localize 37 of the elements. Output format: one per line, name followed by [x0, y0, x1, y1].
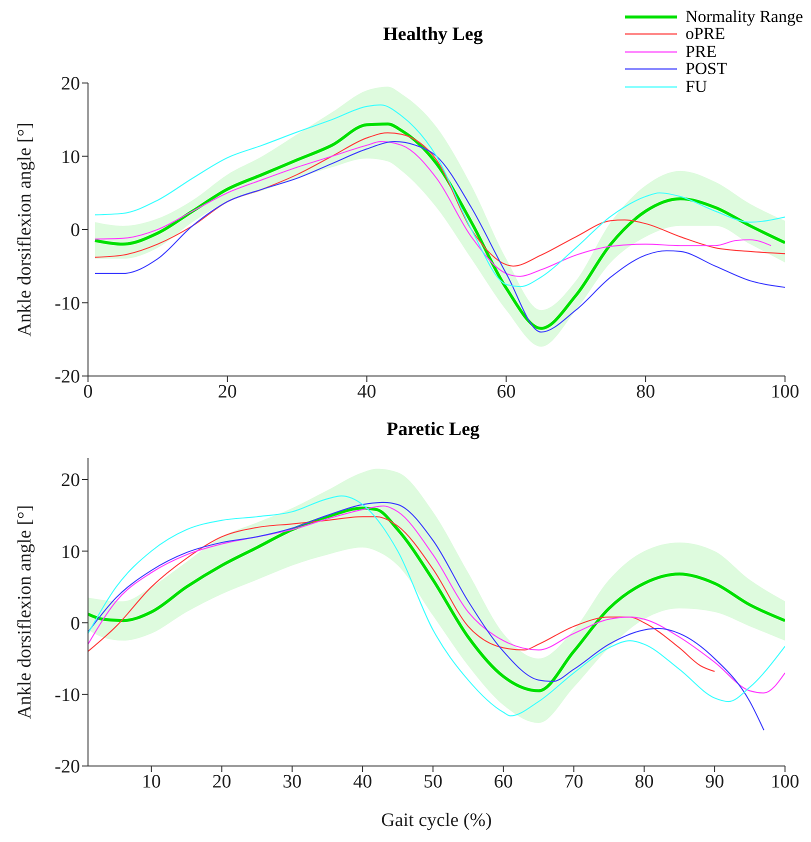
x-tick-label: 80 [634, 771, 654, 792]
legend-label: POST [685, 59, 728, 80]
x-tick-label: 20 [218, 381, 237, 402]
x-tick-label: 40 [353, 771, 372, 792]
y-tick-label: -20 [54, 756, 80, 778]
line-series [88, 516, 716, 672]
chart-title: Paretic Leg [385, 419, 481, 441]
y-tick-label: 10 [61, 542, 80, 563]
x-tick-label: 30 [282, 771, 302, 792]
y-tick-label: -20 [54, 366, 80, 388]
y-axis-title: Ankle dorsiflexion angle [°] [14, 505, 36, 719]
x-tick-label: 100 [770, 771, 800, 792]
legend-label: PRE [685, 42, 717, 62]
y-tick-label: 20 [61, 74, 80, 95]
x-tick-label: 10 [142, 771, 161, 792]
x-tick-label: 60 [494, 771, 513, 792]
legend-label: oPRE [685, 24, 726, 44]
x-axis-title: Gait cycle (%) [381, 810, 492, 831]
y-tick-label: 0 [70, 613, 80, 634]
legend-label: Normality Range [685, 6, 803, 27]
x-tick-label: 60 [496, 381, 516, 402]
x-tick-label: 50 [423, 771, 442, 792]
x-tick-label: 20 [212, 771, 232, 792]
chart-title: Healthy Leg [383, 24, 483, 45]
y-tick-label: 20 [61, 470, 80, 492]
x-tick-label: 90 [705, 771, 724, 792]
y-tick-label: -10 [54, 685, 80, 706]
y-tick-label: -10 [54, 293, 80, 314]
legend-label: FU [685, 76, 708, 97]
y-axis-title: Ankle dorsiflexion angle [°] [14, 122, 36, 336]
y-tick-label: 0 [70, 220, 80, 242]
y-tick-label: 10 [61, 146, 80, 168]
line-series [94, 104, 785, 288]
x-tick-label: 100 [770, 381, 800, 402]
x-tick-label: 80 [636, 381, 656, 402]
x-tick-label: 70 [564, 771, 584, 792]
x-tick-label: 40 [357, 381, 376, 402]
